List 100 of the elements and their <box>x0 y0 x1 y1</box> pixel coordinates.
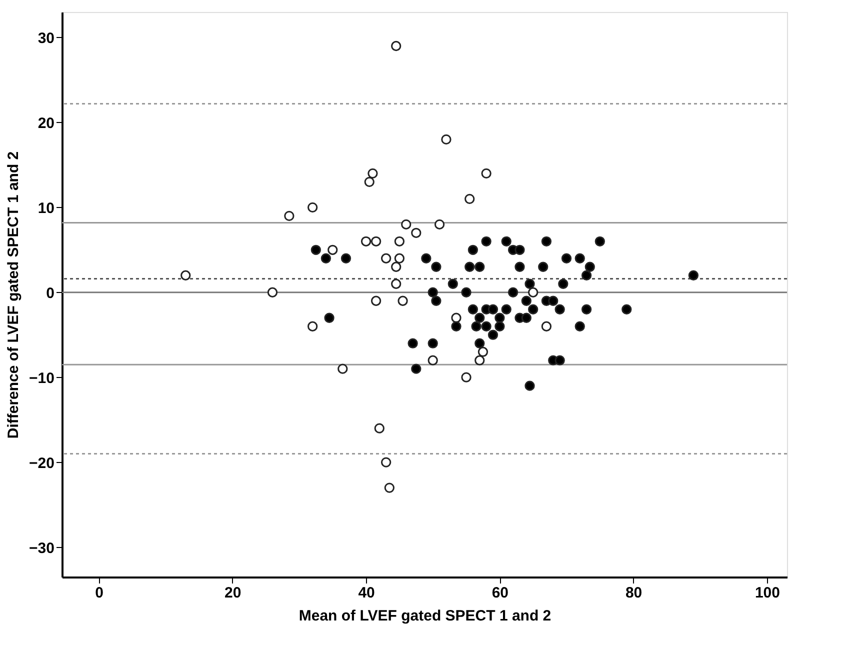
point <box>528 304 538 314</box>
point <box>474 312 485 323</box>
point <box>481 168 492 178</box>
point <box>514 244 525 255</box>
point <box>398 296 408 306</box>
y-tick-label: −30 <box>29 540 54 557</box>
point <box>514 262 525 272</box>
point <box>307 321 318 332</box>
y-tick-label: 10 <box>38 200 54 217</box>
point <box>307 202 318 212</box>
point <box>448 278 458 289</box>
point <box>431 262 442 272</box>
point <box>364 176 374 187</box>
point <box>340 253 352 264</box>
x-tick-label: 60 <box>492 584 509 602</box>
point <box>481 321 492 332</box>
point <box>558 278 568 289</box>
point <box>488 304 498 314</box>
point <box>554 304 565 314</box>
point <box>478 346 488 357</box>
point <box>391 40 402 52</box>
point <box>381 253 392 264</box>
point <box>370 296 382 306</box>
y-tick-label: 0 <box>46 284 54 302</box>
point <box>411 228 422 238</box>
point <box>581 270 592 280</box>
point <box>320 253 332 264</box>
point <box>584 262 595 272</box>
point <box>538 262 548 272</box>
point <box>411 364 422 374</box>
point <box>381 457 392 468</box>
point <box>421 253 432 264</box>
point <box>431 296 442 306</box>
y-tick-label: −10 <box>29 370 54 387</box>
y-tick-label: 30 <box>38 30 54 47</box>
point <box>488 330 498 340</box>
point <box>461 372 472 382</box>
point <box>394 253 405 264</box>
x-tick-label: 40 <box>358 584 375 602</box>
y-tick-label: 20 <box>38 114 54 132</box>
point <box>284 210 294 221</box>
point <box>451 321 462 332</box>
point <box>374 423 384 434</box>
point <box>581 304 592 314</box>
point <box>474 338 485 348</box>
point <box>360 236 372 246</box>
point <box>180 270 191 280</box>
point <box>384 482 394 493</box>
point <box>528 287 538 298</box>
point <box>524 278 535 289</box>
point <box>464 194 475 204</box>
point <box>501 236 512 246</box>
point <box>338 364 348 374</box>
point <box>324 312 334 323</box>
point <box>468 304 478 314</box>
point <box>461 287 472 298</box>
point <box>474 355 485 366</box>
point <box>451 312 462 323</box>
point <box>688 270 699 280</box>
point <box>468 244 478 255</box>
point <box>391 262 402 272</box>
x-tick-label: 0 <box>95 584 104 602</box>
point <box>368 168 378 178</box>
point <box>521 312 532 323</box>
point <box>394 236 405 246</box>
point <box>574 321 585 332</box>
point <box>494 312 505 323</box>
y-axis-title: Difference of LVEF gated SPECT 1 and 2 <box>5 151 22 439</box>
point <box>328 244 338 255</box>
point <box>428 338 438 348</box>
point <box>401 219 412 230</box>
point <box>524 380 535 391</box>
point <box>441 134 452 145</box>
point <box>554 355 565 366</box>
point <box>370 236 382 246</box>
point <box>574 253 585 264</box>
point <box>481 236 492 246</box>
point <box>267 287 278 298</box>
point <box>541 236 552 246</box>
y-tick-label: −20 <box>29 454 54 472</box>
point <box>521 296 532 306</box>
point <box>548 296 558 306</box>
x-tick-label: 20 <box>224 584 242 602</box>
point <box>494 321 505 332</box>
point <box>474 262 485 272</box>
x-tick-label: 100 <box>754 584 780 602</box>
point <box>434 219 445 230</box>
point <box>594 236 605 246</box>
point <box>501 304 512 314</box>
point <box>471 321 482 332</box>
point <box>428 287 438 298</box>
point <box>391 278 402 289</box>
point <box>310 244 321 255</box>
point <box>464 262 475 272</box>
x-axis-title: Mean of LVEF gated SPECT 1 and 2 <box>298 608 552 624</box>
point <box>622 304 632 314</box>
point <box>428 355 438 366</box>
point <box>541 321 552 332</box>
point <box>508 287 518 298</box>
x-tick-label: 80 <box>625 584 642 602</box>
